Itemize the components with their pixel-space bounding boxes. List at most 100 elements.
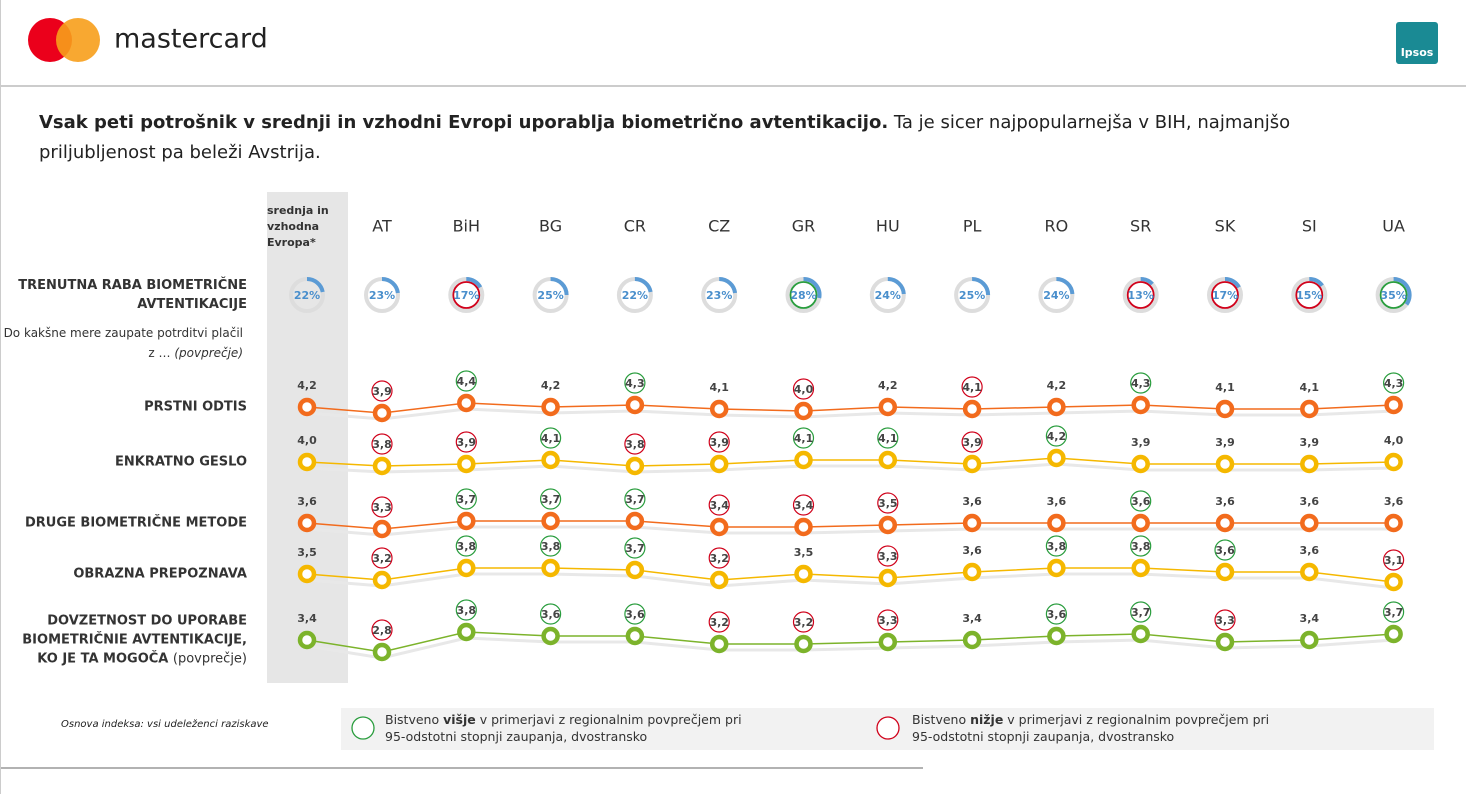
value-label: 3,4 [962,612,982,625]
dot [372,519,392,539]
significance-ring [1130,535,1152,557]
value-label: 3,7 [625,493,645,506]
significance-ring [371,619,393,641]
column-header: SK [1215,217,1236,236]
column-header: AT [372,217,392,236]
significance-ring [1045,535,1068,557]
value-label: 3,8 [457,540,477,553]
value-label: 3,6 [1131,495,1151,508]
value-label: 4,1 [962,381,982,394]
significance-ring [624,372,646,394]
significance-ring [452,281,481,309]
donut-arc [887,277,906,295]
dot [878,568,898,588]
usage-label: 15% [1296,289,1322,302]
value-label: 3,4 [297,612,317,625]
value-label: 4,3 [1131,377,1151,390]
dot [1384,572,1403,592]
dot [794,450,813,470]
column-header: srednja in vzhodna Evropa* [267,204,329,249]
significance-ring [624,537,646,559]
dot [709,634,729,654]
value-label: 3,5 [297,546,317,559]
dot [372,570,392,590]
value-label: 3,7 [457,493,477,506]
series-line [306,567,1394,583]
value-label: 3,9 [372,385,392,398]
question: Do kakšne mere zaupate potrditvi plačil … [3,323,243,363]
value-label: 4,1 [794,432,814,445]
column-header: PL [963,217,982,236]
significance-ring [792,494,815,516]
value-label: 3,3 [878,550,898,563]
donut-arc [1140,277,1154,286]
significance-ring [371,547,393,569]
dot [962,399,982,419]
significance-ring [1382,372,1405,394]
significance-ring [961,431,983,453]
row-name: DRUGE BIOMETRIČNE METODE [25,515,247,531]
brand: mastercard [114,24,268,55]
value-label: 3,9 [1300,436,1320,449]
significance-ring [455,535,477,557]
value-label: 3,6 [297,495,317,508]
dot [1384,395,1403,415]
dot [625,560,645,580]
value-label: 3,3 [372,501,392,514]
value-label: 3,6 [1047,495,1067,508]
significance-ring [455,488,477,510]
value-label: 3,9 [1215,436,1235,449]
series-shadow [306,525,1394,537]
value-label: 3,6 [1300,495,1320,508]
legend-marker [876,716,900,740]
value-label: 3,2 [372,552,392,565]
significance-ring [539,603,562,625]
value-label: 3,7 [625,542,645,555]
value-label: 3,2 [794,616,814,629]
value-label: 4,2 [297,379,317,392]
dot [1384,624,1403,644]
significance-ring [1214,539,1236,561]
series-shadow [306,636,1394,660]
dot [541,558,560,578]
dot [1131,624,1150,644]
column-header: BG [539,217,562,236]
value-label: 3,6 [541,608,561,621]
value-label: 3,9 [457,436,477,449]
value-label: 3,6 [625,608,645,621]
dot [878,450,898,470]
dot [1215,454,1235,474]
value-label: 3,7 [1384,606,1404,619]
significance-ring [789,281,818,309]
dot [457,511,476,531]
significance-ring [371,380,393,402]
column-header: GR [792,217,816,236]
value-label: 3,5 [878,497,898,510]
column-header: UA [1382,217,1405,236]
column-header: SR [1130,217,1151,236]
usage-label: 35% [1380,289,1406,302]
legend-bold: višje [443,712,476,727]
usage-label: 24% [875,289,901,302]
value-label: 3,6 [1384,495,1404,508]
usage-label: 17% [1212,289,1238,302]
value-label: 4,2 [541,379,561,392]
dot [1215,399,1235,419]
value-label: 3,4 [709,499,729,512]
logo-circle [56,18,100,62]
dot [297,564,317,584]
dot [878,632,898,652]
row-name: OBRAZNA PREPOZNAVA [73,566,247,582]
row-name: PRSTNI ODTIS [144,399,247,415]
value-label: 3,1 [1384,554,1404,567]
value-label: 4,2 [1047,430,1067,443]
dot [1047,397,1066,417]
dot [625,511,645,531]
significance-ring [708,611,730,633]
dot [457,558,476,578]
donut-arc [1393,277,1412,306]
dot [1047,513,1066,533]
dot [1215,632,1235,652]
significance-ring [1130,372,1152,394]
